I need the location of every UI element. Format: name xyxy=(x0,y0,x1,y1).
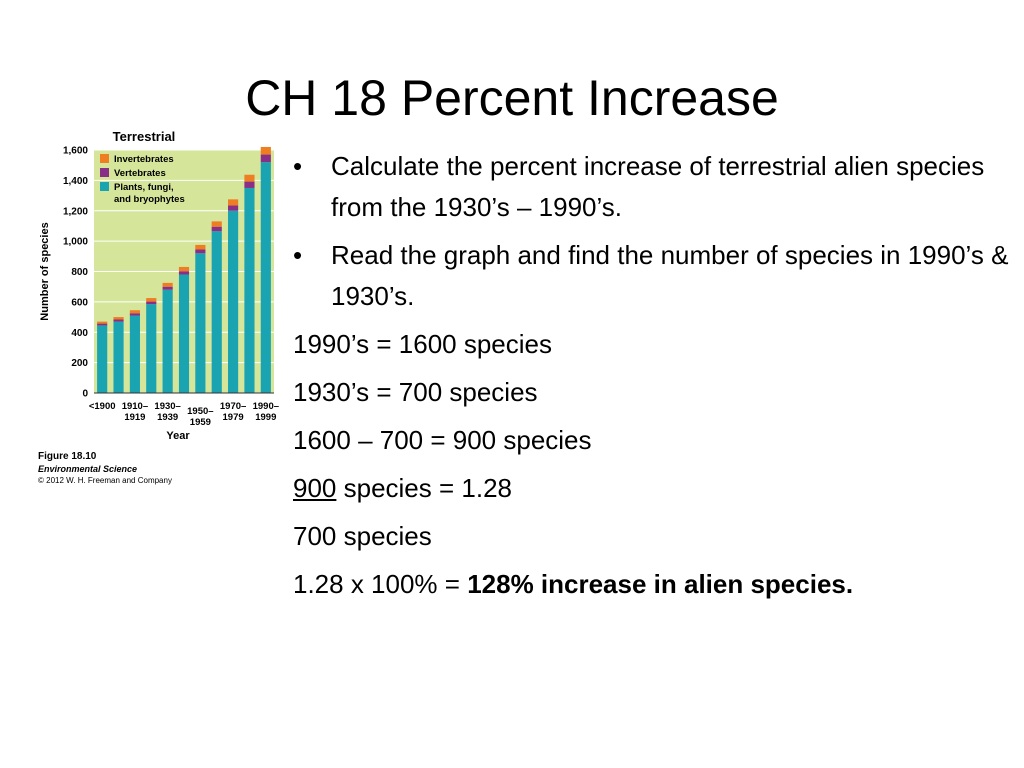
calc-line-difference: 1600 – 700 = 900 species xyxy=(293,425,592,455)
bar-segment xyxy=(162,282,173,287)
figure-book-title: Environmental Science xyxy=(38,464,138,474)
bullet-dot-icon: • xyxy=(293,240,303,270)
bar-segment xyxy=(146,304,157,393)
bar-segment xyxy=(129,315,140,393)
bar-segment xyxy=(178,266,190,272)
percent-calc: 1.28 x 100% = xyxy=(293,569,468,599)
bullet-item: • Read the graph and find the number of … xyxy=(293,235,1018,317)
bar-segment xyxy=(260,162,271,393)
bar-segment xyxy=(178,271,190,275)
y-tick-label: 1,400 xyxy=(63,176,88,187)
bullet-text: Read the graph and find the number of sp… xyxy=(331,240,1009,311)
y-tick-label: 600 xyxy=(71,297,88,308)
bar-segment xyxy=(244,181,255,188)
bar-segment xyxy=(244,187,255,393)
bar-segment xyxy=(228,199,239,206)
y-axis-label: Number of species xyxy=(39,222,51,320)
x-tick-label: 1919 xyxy=(124,412,145,423)
figure: Terrestrial 0 200 400 600 800 1,000 1,200 1,400 1… xyxy=(30,128,280,498)
x-tick-label: 1990– xyxy=(253,401,279,412)
bar-segment xyxy=(178,274,190,393)
x-tick-label: 1999 xyxy=(255,412,276,423)
figure-caption: Figure 18.10 Environmental Science © 201… xyxy=(38,451,278,487)
calc-line-ratio-denominator: 700 species xyxy=(293,521,432,551)
y-tick-label: 400 xyxy=(71,328,88,339)
bar-segment xyxy=(211,221,222,227)
percent-result: 128% increase in alien species. xyxy=(467,569,854,599)
x-tick-label: 1979 xyxy=(223,412,244,423)
bar-segment xyxy=(211,231,222,393)
x-tick-label: 1959 xyxy=(190,417,211,428)
bullet-item: • Calculate the percent increase of terr… xyxy=(293,146,1018,228)
legend-label: Invertebrates xyxy=(114,154,174,165)
bar-segment xyxy=(228,205,239,211)
x-axis-label: Year xyxy=(166,430,190,442)
x-tick-label: 1910– xyxy=(122,401,148,412)
bar-segment xyxy=(129,313,140,316)
bar-segment xyxy=(260,154,271,163)
x-tick-label: 1970– xyxy=(220,401,246,412)
bar-segment xyxy=(244,174,255,182)
stacked-bar-chart: Terrestrial 0 200 400 600 800 1,000 1,200 1,400 1… xyxy=(39,129,279,442)
bar-segment xyxy=(146,298,157,302)
bar-segment xyxy=(129,310,140,314)
figure-copyright: © 2012 W. H. Freeman and Company xyxy=(38,476,172,485)
bar-segment xyxy=(113,321,124,393)
chart-title: Terrestrial xyxy=(113,129,176,144)
bar-segment xyxy=(195,249,206,254)
calc-line-1930s: 1930’s = 700 species xyxy=(293,377,538,407)
y-tick-label: 1,000 xyxy=(63,237,88,248)
slide-body: • Calculate the percent increase of terr… xyxy=(293,146,1018,612)
legend-swatch xyxy=(100,182,109,191)
figure-number: Figure 18.10 xyxy=(38,451,97,462)
bar-segment xyxy=(195,244,206,250)
slide-title: CH 18 Percent Increase xyxy=(245,70,779,126)
bar-segment xyxy=(260,146,271,155)
calc-line-1990s: 1990’s = 1600 species xyxy=(293,329,552,359)
legend-swatch xyxy=(100,168,109,177)
bar-segment xyxy=(162,289,173,393)
y-tick-label: 0 xyxy=(82,389,88,400)
calc-line-percent: 1.28 x 100% = 128% increase in alien spe… xyxy=(293,564,1018,605)
y-tick-label: 200 xyxy=(71,358,88,369)
bar-segment xyxy=(113,319,124,322)
y-tick-label: 800 xyxy=(71,267,88,278)
legend-label: and bryophytes xyxy=(114,194,185,205)
ratio-result: species = 1.28 xyxy=(336,473,513,503)
bullet-text: Calculate the percent increase of terres… xyxy=(331,151,985,222)
legend-label: Vertebrates xyxy=(114,168,166,179)
legend-label: Plants, fungi, xyxy=(114,182,174,193)
bar-segment xyxy=(146,301,157,305)
bar-segment xyxy=(113,317,124,320)
x-tick-label: 1930– xyxy=(154,401,180,412)
y-tick-label: 1,200 xyxy=(63,206,88,217)
x-tick-label: 1939 xyxy=(157,412,178,423)
x-tick-label: <1900 xyxy=(89,401,116,412)
bullet-dot-icon: • xyxy=(293,151,303,181)
bar-segment xyxy=(97,323,108,326)
calc-line-ratio-numerator: 900 species = 1.28 xyxy=(293,468,1018,509)
legend-swatch xyxy=(100,154,109,163)
bar-segment xyxy=(97,321,108,324)
bar-segment xyxy=(97,325,108,393)
numerator-value: 900 xyxy=(293,473,337,503)
x-tick-label: 1950– xyxy=(187,406,213,417)
bar-segment xyxy=(211,226,222,232)
bar-segment xyxy=(162,286,173,290)
y-tick-label: 1,600 xyxy=(63,146,88,157)
bar-segment xyxy=(195,253,206,393)
bar-segment xyxy=(228,210,239,393)
